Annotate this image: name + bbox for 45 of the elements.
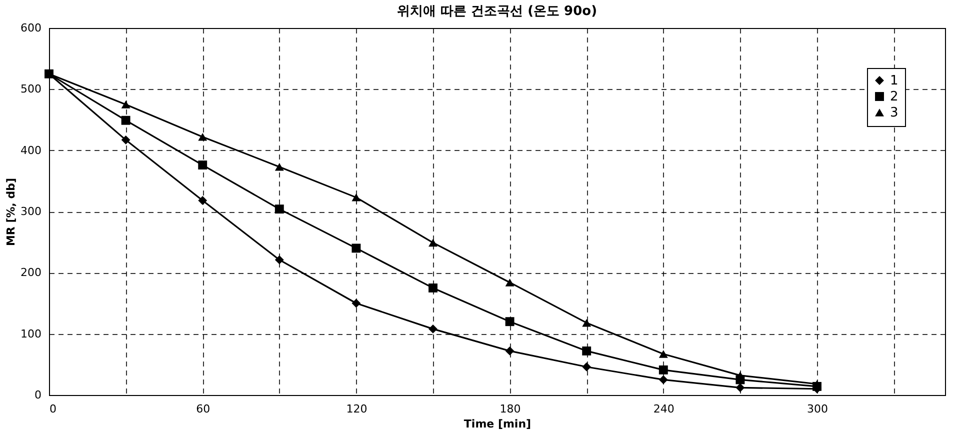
y-axis-title: MR [%, db] [4, 178, 18, 246]
legend-label: 3 [890, 106, 898, 120]
x-tick-label: 60 [196, 402, 210, 416]
legend-label: 1 [890, 74, 898, 88]
point [428, 283, 438, 292]
point [658, 375, 668, 384]
point [812, 380, 822, 388]
legend-label: 2 [890, 90, 898, 104]
x-tick-label: 120 [346, 402, 368, 416]
y-tick-label: 200 [20, 266, 42, 280]
x-tick-label: 180 [500, 402, 521, 416]
point [352, 298, 361, 308]
point [428, 238, 438, 247]
point [505, 346, 514, 356]
point [505, 278, 514, 286]
point [274, 162, 284, 171]
point [274, 255, 284, 264]
point [736, 383, 745, 392]
point [198, 133, 208, 141]
point [658, 365, 668, 374]
point [658, 350, 668, 358]
point [428, 324, 438, 334]
y-tick-label: 300 [20, 205, 42, 218]
y-tick-label: 100 [20, 327, 42, 340]
point [121, 100, 130, 108]
point [198, 160, 208, 170]
point [505, 317, 514, 326]
y-tick-label: 400 [20, 144, 42, 157]
point [582, 318, 592, 327]
point [274, 204, 284, 214]
chart-title: 위치애 따른 건조곡선 (온도 90o) [396, 4, 598, 19]
point [582, 362, 592, 372]
x-axis-title: Time [min] [464, 418, 532, 430]
y-tick-label: 0 [34, 388, 42, 402]
point [121, 135, 130, 144]
y-tick-label: 500 [20, 82, 42, 96]
point [352, 244, 361, 253]
point [198, 196, 208, 205]
x-tick-label: 300 [807, 402, 828, 416]
x-tick-label: 0 [50, 402, 56, 416]
point [352, 194, 361, 202]
x-tick-label: 240 [653, 402, 674, 416]
point [121, 116, 130, 125]
y-tick-label: 600 [20, 22, 42, 34]
point [582, 346, 592, 356]
